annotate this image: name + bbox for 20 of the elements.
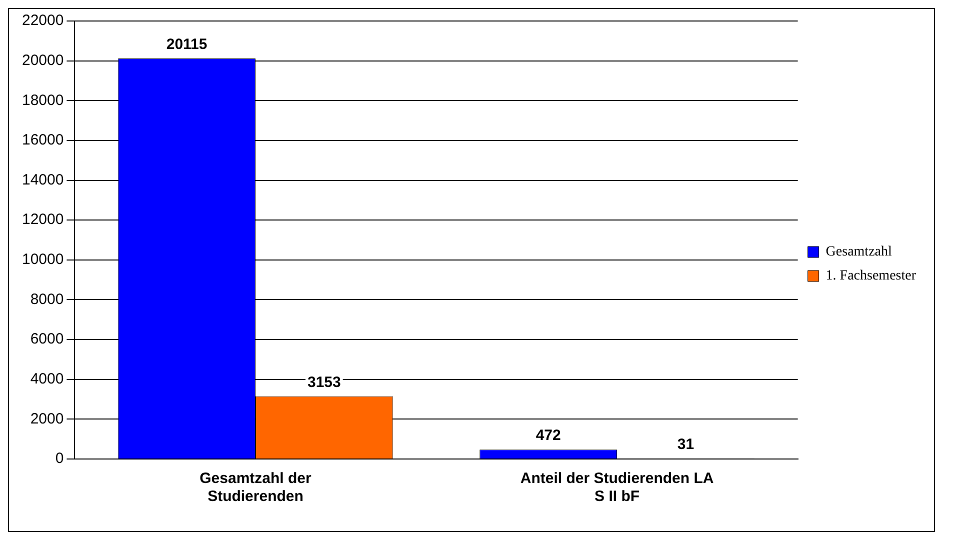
data-label: 472 — [536, 427, 561, 444]
y-tick-label: 8000 — [30, 290, 64, 308]
y-tick-label: 16000 — [22, 132, 64, 149]
data-label: 3153 — [307, 374, 341, 391]
x-tick-label: Anteil der Studierenden LA S II bF — [520, 470, 714, 506]
y-tick-label: 4000 — [30, 370, 64, 388]
y-tick-label: 20000 — [22, 52, 64, 69]
y-tick-label: 14000 — [22, 171, 64, 188]
data-label: 20115 — [166, 36, 208, 54]
x-tick-label: Gesamtzahl der Studierenden — [200, 470, 312, 506]
data-label: 31 — [677, 436, 694, 454]
y-tick-label: 10000 — [22, 251, 64, 268]
y-tick-label: 18000 — [22, 92, 64, 109]
y-tick-label: 0 — [55, 450, 64, 468]
y-tick-label: 6000 — [30, 330, 64, 348]
y-tick-label: 2000 — [30, 410, 64, 428]
y-tick-label: 12000 — [22, 211, 64, 228]
y-tick-label: 22000 — [22, 12, 64, 30]
legend-label: 1. Fachsemester — [826, 268, 916, 284]
legend-label: Gesamtzahl — [826, 244, 892, 260]
